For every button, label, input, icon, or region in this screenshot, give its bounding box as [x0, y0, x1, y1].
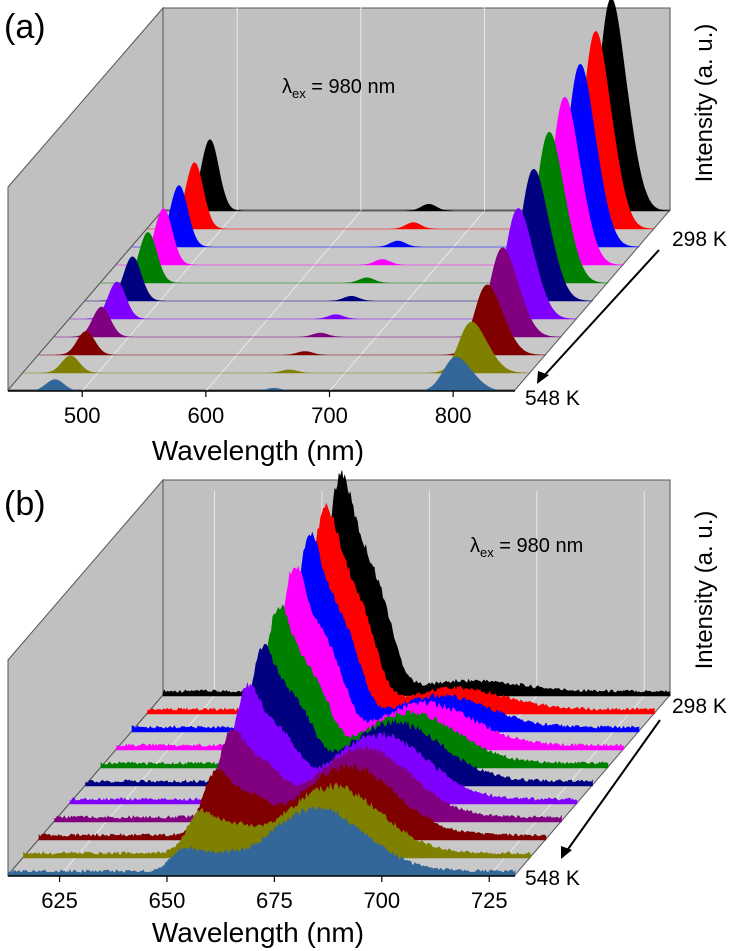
- panel-b-annotation-value: = 980 nm: [494, 535, 584, 557]
- panel-b-series-373k: [116, 565, 624, 751]
- panel-b-temp-end-label: 548 K: [525, 867, 580, 890]
- panel-a-annotation: λex = 980 nm: [282, 76, 395, 101]
- panel-a-label: (a): [4, 8, 46, 46]
- panel-b-series-548k: [7, 805, 516, 877]
- panel-a-spectra: [8, 0, 671, 392]
- panel-b-x-axis-title: Wavelength (nm): [152, 917, 364, 948]
- panel-b-x-tick-label: 625: [41, 888, 78, 913]
- panel-b-x-tick-label: 650: [149, 888, 186, 913]
- panel-b-x-ticks: 625 650 675 700 725: [41, 876, 508, 913]
- panel-b-back-wall: [162, 479, 671, 696]
- panel-a-x-tick-label: 800: [435, 403, 472, 428]
- panel-a-y-axis-title: Intensity (a. u.): [691, 24, 718, 183]
- panel-b-temperature-arrow: [565, 719, 661, 853]
- panel-b-series-473k: [54, 727, 562, 823]
- panel-b-x-tick-label: 700: [363, 888, 400, 913]
- panel-b-series-523k: [23, 782, 531, 859]
- panel-a-x-ticks: 500 600 700 800: [64, 391, 472, 428]
- panel-a-x-tick-label: 700: [311, 403, 348, 428]
- panel-b-temp-start-label: 298 K: [672, 695, 727, 718]
- panel-a-x-tick-label: 600: [187, 403, 224, 428]
- panel-b: 625 650 675 700 725 (b) λex = 980 nm Wavelen…: [4, 470, 727, 948]
- panel-b-label: (b): [4, 485, 46, 523]
- panel-a-x-axis-title: Wavelength (nm): [152, 435, 364, 466]
- panel-b-temperature-arrowhead: [561, 846, 572, 859]
- panel-a-annotation-value: = 980 nm: [306, 76, 396, 98]
- panel-a: 500 600 700 800 (a) λex = 980 nm Wavelength…: [4, 0, 727, 466]
- panel-a-temperature-arrowhead: [537, 371, 549, 384]
- panel-a-temperature-arrow: [541, 249, 660, 379]
- panel-b-annotation-lambda: λ: [470, 535, 480, 557]
- panel-a-annotation-subscript: ex: [292, 86, 306, 101]
- panel-b-spectra: [7, 470, 671, 877]
- panel-b-annotation: λex = 980 nm: [470, 535, 583, 560]
- panel-b-series-323k: [147, 502, 655, 715]
- panel-a-temp-end-label: 548 K: [525, 387, 580, 410]
- panel-a-annotation-lambda: λ: [282, 76, 292, 98]
- panel-a-x-tick-label: 500: [64, 403, 101, 428]
- panel-b-series-398k: [100, 604, 609, 769]
- panel-b-series-498k: [38, 762, 547, 841]
- panel-a-temp-start-label: 298 K: [672, 228, 727, 251]
- panel-b-y-axis-title: Intensity (a. u.): [691, 511, 718, 670]
- panel-b-x-tick-label: 725: [471, 888, 508, 913]
- panel-b-series-348k: [131, 531, 640, 733]
- panel-b-x-tick-label: 675: [256, 888, 293, 913]
- panel-b-annotation-subscript: ex: [480, 545, 494, 560]
